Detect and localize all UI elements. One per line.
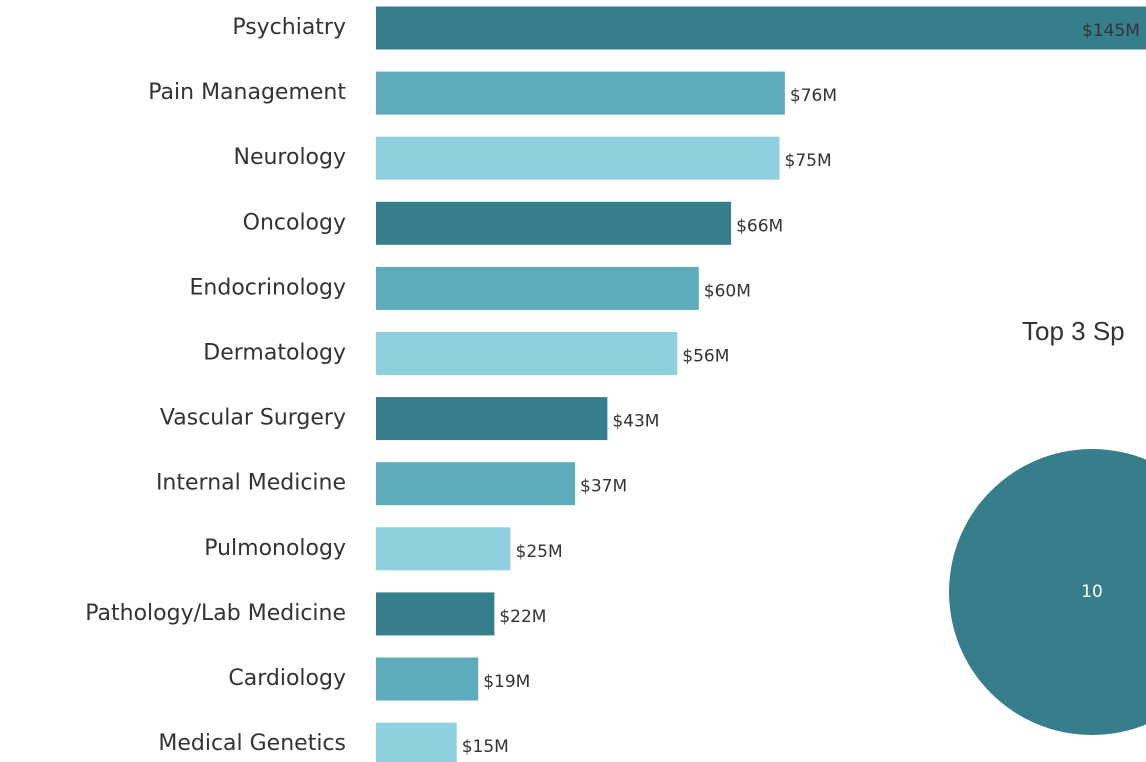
category-label: Pain Management xyxy=(148,80,346,105)
bar xyxy=(376,6,1146,50)
pie-title: Top 3 Sp xyxy=(1022,316,1125,346)
category-label: Psychiatry xyxy=(232,15,346,40)
category-label: Medical Genetics xyxy=(158,731,346,756)
bar xyxy=(376,266,699,310)
value-label: $66M xyxy=(736,216,783,236)
category-label: Neurology xyxy=(233,145,346,170)
bar xyxy=(376,527,511,571)
bar xyxy=(376,462,576,506)
category-label: Endocrinology xyxy=(190,275,346,300)
value-label: $75M xyxy=(785,151,832,171)
category-label: Vascular Surgery xyxy=(160,406,346,431)
value-label: $76M xyxy=(790,86,837,106)
bar xyxy=(376,201,732,245)
value-label: $25M xyxy=(516,542,563,562)
bar xyxy=(376,722,457,762)
value-label: $19M xyxy=(483,672,530,692)
bar xyxy=(376,397,608,441)
value-label: $15M xyxy=(462,737,509,757)
bar xyxy=(376,332,678,375)
bar xyxy=(376,71,785,115)
value-label: $37M xyxy=(580,477,627,497)
value-label: $60M xyxy=(704,281,751,301)
category-label: Pathology/Lab Medicine xyxy=(85,601,346,626)
category-label: Oncology xyxy=(243,210,346,235)
bar xyxy=(376,592,495,636)
pie-slice xyxy=(949,449,1146,735)
category-label: Internal Medicine xyxy=(156,471,346,496)
bar xyxy=(376,136,780,180)
value-label: $145M xyxy=(1082,21,1140,41)
category-label: Pulmonology xyxy=(204,536,346,561)
value-label: $22M xyxy=(499,607,546,627)
bar xyxy=(376,657,479,701)
value-label: $56M xyxy=(682,347,729,367)
pie-label: 10 xyxy=(1081,582,1103,602)
category-label: Dermatology xyxy=(203,341,346,366)
value-label: $43M xyxy=(612,412,659,432)
category-label: Cardiology xyxy=(228,666,346,691)
